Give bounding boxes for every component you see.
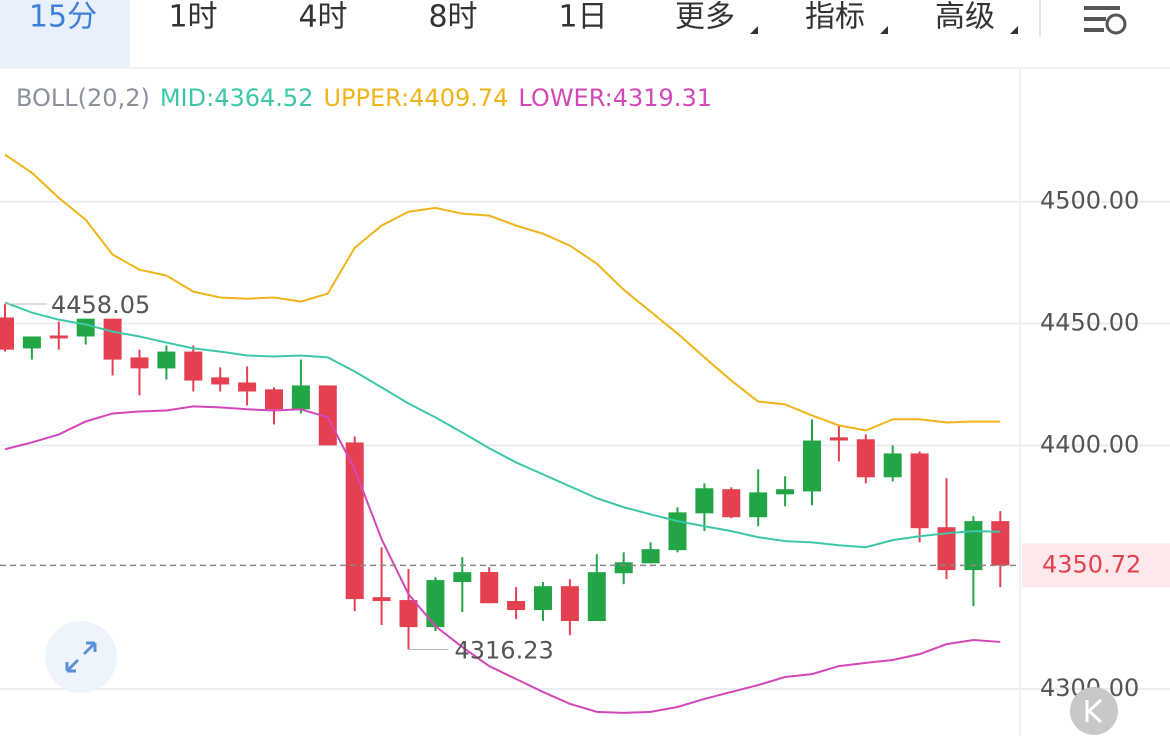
candle-body bbox=[76, 318, 95, 337]
max-annotation: 4458.05 bbox=[51, 291, 150, 319]
candle-body bbox=[668, 512, 687, 551]
settings-icon[interactable] bbox=[1084, 6, 1127, 35]
dropdown-arrow bbox=[1010, 26, 1018, 34]
legend-entry: LOWER:4319.31 bbox=[518, 84, 712, 112]
candle-body bbox=[453, 572, 472, 583]
legend-entry: MID:4364.52 bbox=[160, 84, 314, 112]
candle-body bbox=[910, 453, 929, 529]
candle-body bbox=[722, 489, 741, 518]
boll-line bbox=[4, 301, 1001, 549]
candle-body bbox=[480, 572, 499, 604]
tab[interactable]: 8时 bbox=[428, 0, 477, 35]
tab[interactable]: 4时 bbox=[298, 0, 347, 35]
candle-body bbox=[507, 601, 526, 611]
candle-body bbox=[749, 492, 768, 518]
tab-selected-bg bbox=[0, 0, 130, 68]
tab[interactable]: 更多 bbox=[675, 0, 735, 35]
candle-body bbox=[614, 562, 633, 574]
last-price-bg bbox=[1022, 543, 1170, 588]
candle-body bbox=[291, 385, 310, 410]
candle-body bbox=[238, 382, 257, 392]
legend-entry: UPPER:4409.74 bbox=[323, 84, 508, 112]
y-tick-label: 4450.00 bbox=[1040, 309, 1139, 337]
candle-body bbox=[803, 440, 821, 492]
candle-body bbox=[641, 549, 660, 564]
candle-body bbox=[560, 586, 579, 622]
candle-body bbox=[964, 521, 983, 571]
candle-body bbox=[587, 572, 606, 622]
candle-body bbox=[103, 318, 122, 360]
y-tick-label: 4500.00 bbox=[1040, 187, 1139, 215]
candle-body bbox=[776, 489, 795, 495]
candle-body bbox=[695, 488, 714, 514]
candle-body bbox=[184, 351, 203, 381]
tab[interactable]: 1时 bbox=[168, 0, 217, 35]
dropdown-arrow bbox=[880, 26, 888, 34]
candle-body bbox=[829, 437, 848, 441]
candle-body bbox=[265, 389, 283, 410]
legend: BOLL(20,2) MID:4364.52 UPPER:4409.74 LOWER:… bbox=[16, 84, 712, 112]
candle-body bbox=[991, 521, 1010, 566]
y-tick-label: 4400.00 bbox=[1040, 430, 1139, 458]
candle-body bbox=[318, 385, 337, 446]
candle-body bbox=[130, 357, 149, 369]
candle-body bbox=[534, 586, 552, 611]
candle-body bbox=[856, 439, 875, 478]
candle-body bbox=[372, 597, 391, 602]
candle-body bbox=[22, 336, 41, 349]
boll-line bbox=[4, 405, 1001, 714]
tab[interactable]: 高级 bbox=[935, 0, 995, 35]
min-annotation: 4316.23 bbox=[455, 636, 554, 664]
boll-line bbox=[4, 153, 1001, 432]
candle-body bbox=[0, 317, 14, 350]
indicator-label: BOLL(20,2) bbox=[16, 84, 150, 112]
candle-body bbox=[937, 527, 956, 571]
tab[interactable]: 指标 bbox=[805, 0, 865, 35]
k-button[interactable] bbox=[1070, 687, 1118, 735]
expand-button[interactable] bbox=[45, 621, 117, 693]
tab[interactable]: 15分 bbox=[29, 0, 97, 35]
candle-body bbox=[211, 377, 230, 385]
dropdown-arrow bbox=[750, 26, 758, 34]
candle-body bbox=[345, 442, 364, 600]
candle-body bbox=[883, 453, 902, 478]
candle-body bbox=[49, 335, 68, 339]
candle-body bbox=[399, 600, 418, 628]
candle-body bbox=[426, 580, 445, 628]
last-price-label: 4350.72 bbox=[1042, 550, 1141, 578]
candle-body bbox=[157, 351, 176, 369]
tab[interactable]: 1日 bbox=[558, 0, 607, 35]
